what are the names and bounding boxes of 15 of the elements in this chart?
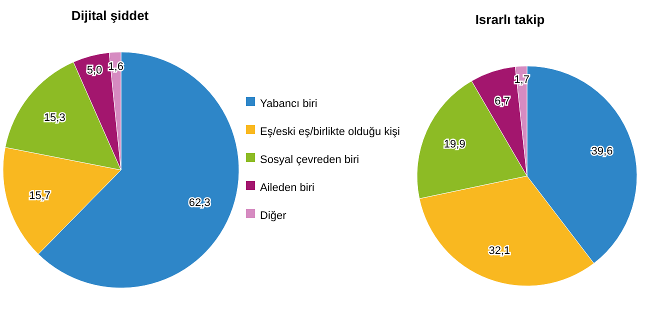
data-label: 5,0 bbox=[86, 64, 102, 76]
data-label: 6,7 bbox=[494, 96, 510, 108]
data-label: 15,7 bbox=[29, 190, 51, 202]
data-label: 62,3 bbox=[188, 197, 210, 210]
data-label: 39,6 bbox=[591, 145, 613, 158]
legend-label: Sosyal çevreden biri bbox=[260, 154, 360, 166]
chart-title: Dijital şiddet bbox=[71, 8, 150, 23]
data-label: 19,9 bbox=[444, 138, 466, 151]
legend-label: Yabancı biri bbox=[260, 98, 318, 110]
legend-label: Eş/eski eş/birlikte olduğu kişi bbox=[260, 126, 400, 138]
legend-label: Diğer bbox=[260, 210, 287, 222]
legend-label: Aileden biri bbox=[260, 182, 314, 194]
data-label: 32,1 bbox=[488, 245, 510, 258]
chart-title: Israrlı takip bbox=[475, 12, 545, 27]
data-label: 15,3 bbox=[44, 112, 66, 124]
